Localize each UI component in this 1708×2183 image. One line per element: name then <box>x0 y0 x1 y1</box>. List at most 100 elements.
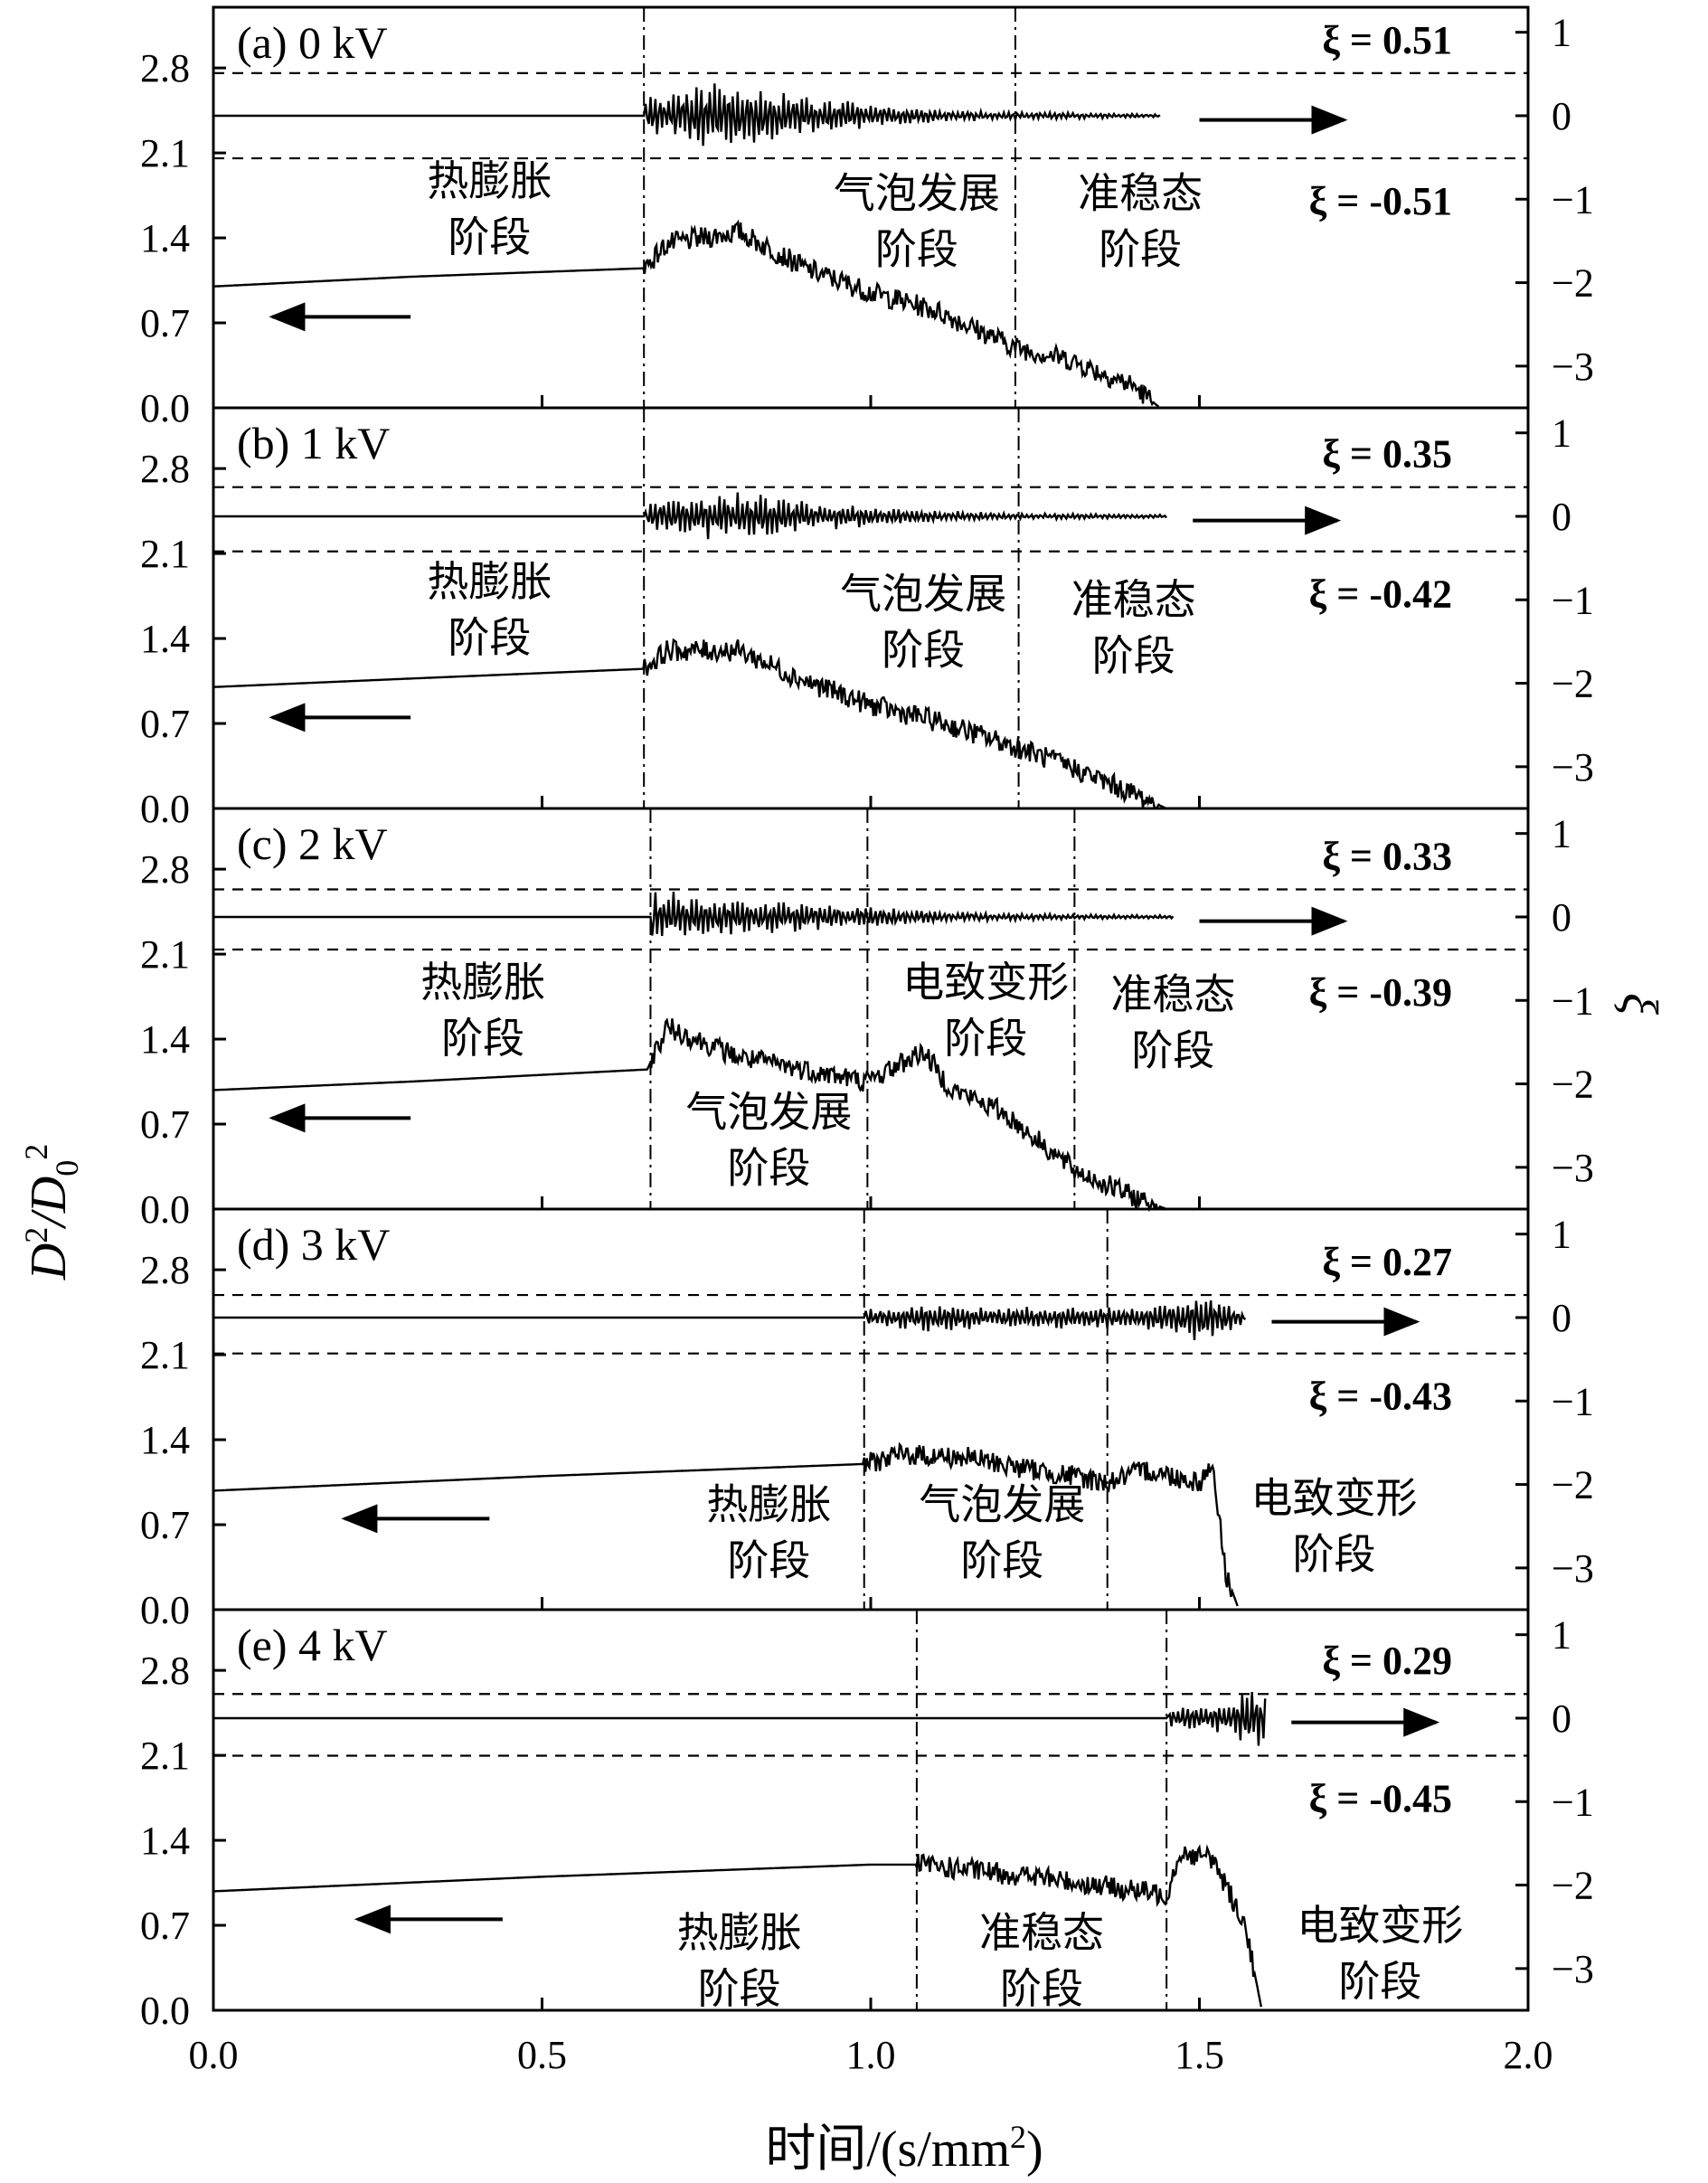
y-left-tick-label: 0.7 <box>140 1102 190 1147</box>
stage-label-sub: 阶段 <box>698 1964 781 2013</box>
panel-label: (a) 0 kV <box>237 17 388 68</box>
y-right-tick-label: 1 <box>1552 1213 1571 1257</box>
xi-lower-label: ξ = -0.39 <box>1309 970 1452 1015</box>
panel-1: 0.0 0.7 1.4 2.1 2.8 1 0 −1 −2 −3 (b) 1 kV ξ = 0.35 ξ… <box>140 406 1594 831</box>
y-right-tick-label: −2 <box>1552 662 1594 706</box>
stage-label-sub: 阶段 <box>441 1014 524 1063</box>
d2-series-line <box>212 219 1160 408</box>
x-axis-title-sup: 2 <box>1010 2119 1026 2155</box>
y-right-axis-title: ξ <box>1611 993 1667 1015</box>
y-left-tick-label: 2.8 <box>140 46 190 90</box>
y-right-tick-label: 0 <box>1552 895 1571 940</box>
xi-lower-label: ξ = -0.51 <box>1309 179 1452 223</box>
d2-series-line <box>212 638 1166 810</box>
y-left-tick-label: 1.4 <box>140 1418 190 1462</box>
xi-lower-label: ξ = -0.43 <box>1309 1375 1452 1419</box>
xi-lower-label: ξ = -0.42 <box>1309 572 1452 617</box>
y-right-tick-label: −3 <box>1552 1546 1594 1591</box>
stage-label-sub: 阶段 <box>1092 631 1175 680</box>
d2-series-line <box>213 1017 1166 1213</box>
panel-2: 0.0 0.7 1.4 2.1 2.8 1 0 −1 −2 −3 (c) 2 kV ξ = 0.33 ξ… <box>140 807 1594 1232</box>
stage-label: 热膨胀 <box>427 156 552 205</box>
y-right-tick-label: −2 <box>1552 1864 1594 1908</box>
y-left-tick-label: 2.8 <box>140 847 190 892</box>
y-left-tick-label: 0.0 <box>140 787 190 831</box>
y-left-tick-label: 2.1 <box>140 1333 190 1377</box>
d2-series-line <box>213 1844 1262 2008</box>
stage-label-sub: 阶段 <box>727 1144 810 1193</box>
y-right-tick-label: 1 <box>1552 1613 1571 1658</box>
y-right-tick-label: −1 <box>1552 578 1594 622</box>
y-right-tick-label: 0 <box>1552 1296 1571 1340</box>
y-left-tick-label: 2.1 <box>140 131 190 175</box>
y-right-tick-label: −1 <box>1552 1780 1594 1824</box>
y-left-tick-label: 0.7 <box>140 1503 190 1547</box>
xi-upper-label: ξ = 0.33 <box>1322 835 1452 879</box>
x-tick-label: 1.5 <box>1175 2033 1224 2077</box>
panel-label: (e) 4 kV <box>237 1620 388 1670</box>
y-right-tick-label: −3 <box>1552 345 1594 389</box>
xi-upper-label: ξ = 0.51 <box>1322 18 1452 62</box>
y-right-tick-label: 0 <box>1552 94 1571 138</box>
stage-label: 准稳态 <box>979 1908 1104 1957</box>
stage-label-sub: 阶段 <box>1099 225 1182 274</box>
xi-series-line <box>213 1691 1267 1746</box>
stage-label: 准稳态 <box>1078 169 1203 218</box>
panels: 0.0 0.7 1.4 2.1 2.8 1 0 −1 −2 −3 (a) 0 kV ξ = 0.51 ξ… <box>140 5 1594 2033</box>
y-right-tick-label: −3 <box>1552 1146 1594 1190</box>
panel-3: 0.0 0.7 1.4 2.1 2.8 1 0 −1 −2 −3 (d) 3 kV ξ = 0.27 ξ… <box>140 1207 1594 1632</box>
xi-series-line <box>213 891 1175 937</box>
d2-series-line <box>213 1441 1239 1607</box>
stage-label: 气泡发展 <box>834 169 1000 218</box>
y-left-tick-label: 0.0 <box>140 1588 190 1632</box>
y-left-tick-label: 2.8 <box>140 1248 190 1292</box>
y-left-tick-label: 0.0 <box>140 1187 190 1232</box>
y-left-tick-label: 1.4 <box>140 1017 190 1062</box>
stage-label-sub: 阶段 <box>1131 1026 1214 1075</box>
y-left-tick-label: 1.4 <box>140 617 190 661</box>
stage-label-sub: 阶段 <box>882 626 965 675</box>
y-left-tick-label: 0.7 <box>140 301 190 345</box>
stage-label: 准稳态 <box>1071 575 1196 624</box>
stage-label-sub: 阶段 <box>448 213 531 261</box>
stage-label: 热膨胀 <box>420 958 545 1006</box>
y-right-tick-label: −1 <box>1552 1379 1594 1423</box>
stage-label: 气泡发展 <box>685 1088 852 1137</box>
panel-0: 0.0 0.7 1.4 2.1 2.8 1 0 −1 −2 −3 (a) 0 kV ξ = 0.51 ξ… <box>140 5 1594 430</box>
stage-label: 热膨胀 <box>706 1479 831 1528</box>
stage-label-sub: 阶段 <box>1338 1957 1421 2006</box>
y-right-tick-label: −2 <box>1552 1063 1594 1107</box>
stage-label-sub: 阶段 <box>960 1536 1043 1584</box>
stage-label: 热膨胀 <box>677 1908 802 1957</box>
y-right-tick-label: 1 <box>1552 812 1571 856</box>
y-right-tick-label: −3 <box>1552 745 1594 789</box>
stage-label: 气泡发展 <box>919 1479 1085 1528</box>
stage-label-sub: 阶段 <box>944 1014 1027 1063</box>
y-right-tick-label: 0 <box>1552 495 1571 539</box>
x-tick-label: 0.0 <box>189 2033 239 2077</box>
y-right-tick-label: −3 <box>1552 1947 1594 1991</box>
stage-label-sub: 阶段 <box>1000 1964 1083 2013</box>
y-right-tick-label: −1 <box>1552 978 1594 1023</box>
panel-label: (b) 1 kV <box>237 418 390 468</box>
y-right-tick-label: −2 <box>1552 261 1594 306</box>
y-left-tick-label: 2.8 <box>140 447 190 491</box>
stage-label-sub: 阶段 <box>875 225 958 274</box>
xi-lower-label: ξ = -0.45 <box>1309 1777 1452 1821</box>
panel-4: 0.0 0.7 1.4 2.1 2.8 1 0 −1 −2 −3 (e) 4 kV ξ = 0.29 ξ… <box>140 1608 1594 2033</box>
x-tick-label: 2.0 <box>1504 2033 1553 2077</box>
y-left-axis-title: D2/D02 <box>18 1144 85 1281</box>
x-tick-label: 0.5 <box>517 2033 567 2077</box>
y-right-tick-label: −2 <box>1552 1463 1594 1507</box>
xi-series-line <box>213 492 1168 540</box>
y-left-tick-label: 2.8 <box>140 1649 190 1693</box>
x-axis: 0.0 0.5 1.0 1.5 2.0 <box>189 2033 1553 2077</box>
y-right-tick-label: 1 <box>1552 11 1571 55</box>
y-left-tick-label: 0.0 <box>140 1989 190 2033</box>
y-right-tick-label: −1 <box>1552 177 1594 222</box>
xi-series-line <box>213 83 1161 146</box>
y-right-tick-label: 1 <box>1552 411 1571 456</box>
x-axis-title: 时间/(s/mm2) <box>765 2119 1043 2178</box>
y-right-tick-label: 0 <box>1552 1696 1571 1741</box>
